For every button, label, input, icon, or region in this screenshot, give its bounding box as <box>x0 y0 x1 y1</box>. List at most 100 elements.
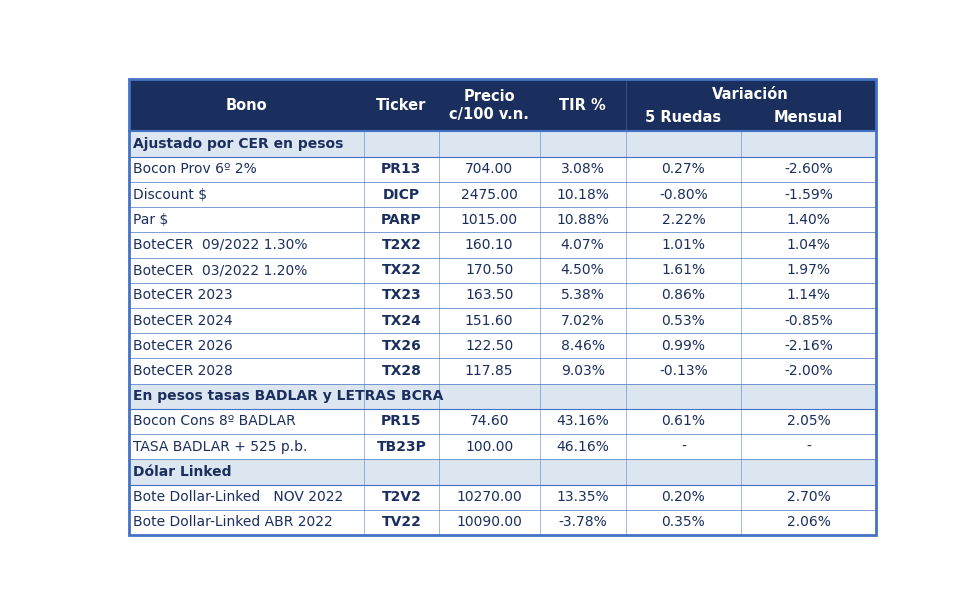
Text: BoteCER  03/2022 1.20%: BoteCER 03/2022 1.20% <box>133 263 308 277</box>
Text: 1.14%: 1.14% <box>787 288 831 302</box>
Text: 4.50%: 4.50% <box>561 263 605 277</box>
Bar <box>128 485 876 510</box>
Text: 163.50: 163.50 <box>465 288 514 302</box>
Bar <box>128 510 876 535</box>
Text: BoteCER  09/2022 1.30%: BoteCER 09/2022 1.30% <box>133 238 308 252</box>
Text: 2.70%: 2.70% <box>787 490 830 504</box>
Text: 117.85: 117.85 <box>465 364 514 378</box>
Text: -2.16%: -2.16% <box>784 339 833 353</box>
Text: 10.18%: 10.18% <box>556 187 609 201</box>
Text: En pesos tasas BADLAR y LETRAS BCRA: En pesos tasas BADLAR y LETRAS BCRA <box>133 389 444 403</box>
Text: -: - <box>681 440 686 454</box>
Text: Bote Dollar-Linked   NOV 2022: Bote Dollar-Linked NOV 2022 <box>133 490 344 504</box>
Text: Ajustado por CER en pesos: Ajustado por CER en pesos <box>133 137 344 151</box>
Text: 0.61%: 0.61% <box>662 415 706 429</box>
Text: 8.46%: 8.46% <box>561 339 605 353</box>
Text: TX26: TX26 <box>381 339 421 353</box>
Text: 1.04%: 1.04% <box>787 238 830 252</box>
Text: -2.00%: -2.00% <box>784 364 833 378</box>
Text: 151.60: 151.60 <box>465 314 514 328</box>
Text: 170.50: 170.50 <box>466 263 514 277</box>
Text: TB23P: TB23P <box>376 440 426 454</box>
Bar <box>128 232 876 258</box>
Text: 122.50: 122.50 <box>466 339 514 353</box>
Text: 0.86%: 0.86% <box>662 288 706 302</box>
Bar <box>128 79 876 131</box>
Text: TX28: TX28 <box>381 364 421 378</box>
Text: TX22: TX22 <box>381 263 421 277</box>
Text: Mensual: Mensual <box>774 110 843 125</box>
Text: -0.13%: -0.13% <box>659 364 708 378</box>
Text: Bocon Cons 8º BADLAR: Bocon Cons 8º BADLAR <box>133 415 296 429</box>
Text: BoteCER 2026: BoteCER 2026 <box>133 339 233 353</box>
Text: 2.06%: 2.06% <box>787 516 830 530</box>
Text: TIR %: TIR % <box>560 98 606 113</box>
Text: 4.07%: 4.07% <box>561 238 605 252</box>
Text: Par $: Par $ <box>133 213 169 227</box>
Text: BoteCER 2028: BoteCER 2028 <box>133 364 233 378</box>
Bar <box>128 283 876 308</box>
Text: TASA BADLAR + 525 p.b.: TASA BADLAR + 525 p.b. <box>133 440 308 454</box>
Text: Bono: Bono <box>225 98 268 113</box>
Text: 0.35%: 0.35% <box>662 516 706 530</box>
Text: PARP: PARP <box>381 213 421 227</box>
Text: 0.20%: 0.20% <box>662 490 706 504</box>
Text: Bocon Prov 6º 2%: Bocon Prov 6º 2% <box>133 162 257 176</box>
Text: Discount $: Discount $ <box>133 187 208 201</box>
Bar <box>128 131 876 157</box>
Text: 2.05%: 2.05% <box>787 415 830 429</box>
Text: Variación: Variación <box>712 88 789 102</box>
Text: 2.22%: 2.22% <box>662 213 706 227</box>
Text: 0.27%: 0.27% <box>662 162 706 176</box>
Text: 1.40%: 1.40% <box>787 213 830 227</box>
Text: 13.35%: 13.35% <box>557 490 609 504</box>
Text: 10270.00: 10270.00 <box>457 490 522 504</box>
Text: TV22: TV22 <box>381 516 421 530</box>
Text: 5.38%: 5.38% <box>561 288 605 302</box>
Text: DICP: DICP <box>383 187 420 201</box>
Text: 0.99%: 0.99% <box>662 339 706 353</box>
Text: Dólar Linked: Dólar Linked <box>133 465 232 479</box>
Bar <box>128 434 876 459</box>
Text: Ticker: Ticker <box>376 98 426 113</box>
Text: 74.60: 74.60 <box>469 415 509 429</box>
Text: 1.01%: 1.01% <box>662 238 706 252</box>
Bar <box>128 308 876 333</box>
Bar <box>128 459 876 485</box>
Bar <box>128 359 876 384</box>
Text: TX23: TX23 <box>381 288 421 302</box>
Bar <box>128 333 876 359</box>
Text: Bote Dollar-Linked ABR 2022: Bote Dollar-Linked ABR 2022 <box>133 516 333 530</box>
Text: T2V2: T2V2 <box>381 490 421 504</box>
Bar <box>128 157 876 182</box>
Text: 7.02%: 7.02% <box>561 314 605 328</box>
Bar <box>128 182 876 207</box>
Text: T2X2: T2X2 <box>381 238 421 252</box>
Text: 5 Ruedas: 5 Ruedas <box>646 110 721 125</box>
Text: 100.00: 100.00 <box>466 440 514 454</box>
Bar <box>128 384 876 409</box>
Text: 1.61%: 1.61% <box>662 263 706 277</box>
Text: -3.78%: -3.78% <box>559 516 607 530</box>
Text: 160.10: 160.10 <box>465 238 514 252</box>
Text: PR13: PR13 <box>381 162 421 176</box>
Text: -2.60%: -2.60% <box>784 162 833 176</box>
Bar <box>128 207 876 232</box>
Text: 2475.00: 2475.00 <box>461 187 517 201</box>
Text: 0.53%: 0.53% <box>662 314 706 328</box>
Text: 43.16%: 43.16% <box>557 415 609 429</box>
Text: -0.85%: -0.85% <box>784 314 833 328</box>
Text: -: - <box>807 440 811 454</box>
Text: 10.88%: 10.88% <box>556 213 609 227</box>
Text: 3.08%: 3.08% <box>561 162 605 176</box>
Text: -0.80%: -0.80% <box>659 187 708 201</box>
Text: -1.59%: -1.59% <box>784 187 833 201</box>
Text: Precio
c/100 v.n.: Precio c/100 v.n. <box>449 89 529 122</box>
Text: TX24: TX24 <box>381 314 421 328</box>
Text: 46.16%: 46.16% <box>556 440 609 454</box>
Bar <box>128 258 876 283</box>
Text: 1.97%: 1.97% <box>787 263 831 277</box>
Text: 704.00: 704.00 <box>466 162 514 176</box>
Text: BoteCER 2024: BoteCER 2024 <box>133 314 233 328</box>
Text: 10090.00: 10090.00 <box>457 516 522 530</box>
